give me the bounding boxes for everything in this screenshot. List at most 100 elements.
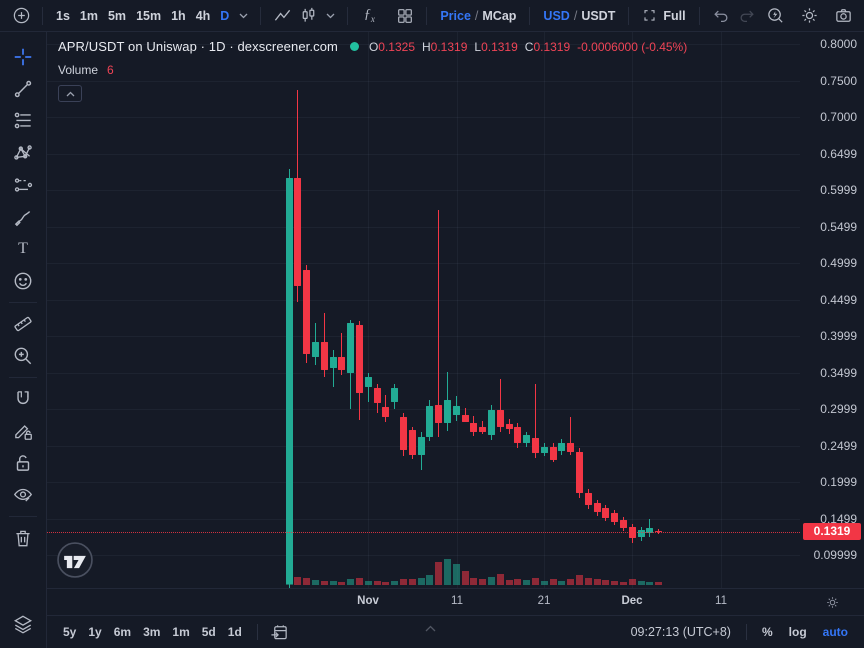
price-axis-label: 0.5999 [820,183,857,198]
volume-legend: Volume 6 [58,63,114,77]
timeframe-5m[interactable]: 5m [107,8,127,23]
emoji-tool-button[interactable] [7,265,39,297]
top-toolbar: 1s 1m 5m 15m 1h 4h D [0,0,864,32]
undo-button[interactable] [708,3,734,29]
candle-body [470,422,478,432]
remove-drawings-button[interactable] [7,522,39,554]
toolbar-separator [260,6,262,25]
candle-body [584,492,592,505]
timeframe-4h[interactable]: 4h [195,8,211,23]
price-axis[interactable]: 0.8000 0.7500 0.7000 0.6499 0.5999 0.5499 0.49… [800,32,864,588]
range-1y-button[interactable]: 1y [88,625,102,639]
object-tree-button[interactable] [7,608,39,640]
candle-body [567,443,575,453]
measure-tool-button[interactable] [7,308,39,340]
chart-type-menu-button[interactable] [321,3,339,29]
fullscreen-brackets-icon [642,8,657,23]
fullscreen-label: Full [663,8,686,23]
add-symbol-button[interactable] [8,3,34,29]
candle-body [628,527,636,539]
layout-button[interactable] [392,3,418,29]
volume-bar [558,580,566,585]
show-panel-arrow-icon[interactable] [425,625,436,632]
price-mode-button[interactable]: Price [440,8,471,23]
snapshot-button[interactable] [830,3,856,29]
settings-button[interactable] [796,3,822,29]
tradingview-logo[interactable] [56,541,94,579]
chart-pane[interactable]: APR/USDT on Uniswap · 1D · dexscreener.c… [47,32,800,588]
range-6m-button[interactable]: 6m [113,625,132,639]
symbol-title[interactable]: APR/USDT on Uniswap · 1D · dexscreener.c… [58,39,338,54]
indicators-button[interactable]: ƒx [356,3,382,29]
fullscreen-button[interactable]: Full [637,4,690,28]
range-1m-button[interactable]: 1m [172,625,190,639]
h-gridline [47,117,800,118]
zoom-in-tool-button[interactable] [7,340,39,372]
volume-bar [399,579,407,585]
range-5d-button[interactable]: 5d [201,625,216,639]
redo-button[interactable] [734,3,760,29]
volume-bar [443,559,451,585]
trend-line-tool-button[interactable] [7,73,39,105]
magnet-mode-button[interactable] [7,383,39,415]
candle-body [285,177,293,585]
usdt-currency-button[interactable]: USDT [581,8,616,23]
range-3m-button[interactable]: 3m [143,625,161,639]
candle-body [593,503,601,512]
range-1d-button[interactable]: 1d [227,625,242,639]
price-axis-label: 0.7500 [820,73,857,88]
candle-wick [499,379,501,433]
auto-scale-button[interactable]: auto [822,625,848,639]
legend-collapse-button[interactable] [58,85,82,102]
range-5y-button[interactable]: 5y [63,625,77,639]
drawing-mode-lock-button[interactable] [7,415,39,447]
timeframe-1h[interactable]: 1h [171,8,186,23]
volume-bar [294,576,302,585]
usd-currency-button[interactable]: USD [543,8,570,23]
candle-wick [570,417,572,455]
brush-icon [12,206,34,228]
volume-label[interactable]: Volume [58,63,99,77]
clock-display[interactable]: 09:27:13 (UTC+8) [630,625,731,639]
xabcd-pattern-tool-button[interactable] [7,137,39,169]
percent-scale-button[interactable]: % [761,625,773,639]
volume-bar [487,576,495,585]
candle-body [558,443,566,452]
timeframe-1m[interactable]: 1m [79,8,98,23]
change-value: -0.0006000 (-0.45%) [577,39,688,54]
hide-drawings-button[interactable] [7,479,39,511]
timeframe-1d-active[interactable]: D [220,8,230,23]
timeframe-1s[interactable]: 1s [56,8,70,23]
lock-drawings-button[interactable] [7,447,39,479]
time-axis-label: Dec [621,595,643,607]
time-axis-label: 21 [537,595,551,607]
h-gridline [47,336,800,338]
axis-settings-gear-icon[interactable] [825,595,840,610]
crosshair-tool-button[interactable] [7,41,39,73]
price-axis-label: 0.5499 [820,219,857,234]
volume-bar [549,579,557,585]
text-tool-button[interactable]: T [7,233,39,265]
quick-search-button[interactable] [762,3,788,29]
timeframe-15m[interactable]: 15m [136,8,162,23]
toolbar-separator [628,6,630,25]
candle-wick [438,209,440,437]
timeframe-menu-button[interactable] [234,3,252,29]
log-scale-button[interactable]: log [788,625,807,639]
brush-tool-button[interactable] [7,201,39,233]
candle-body [417,436,425,455]
volume-bar [303,577,311,585]
line-chart-type-button[interactable] [269,3,295,29]
volume-bar [531,577,539,585]
candles-chart-type-button[interactable] [295,3,321,29]
go-to-date-button[interactable] [267,619,293,645]
mcap-mode-button[interactable]: MCap [482,8,517,23]
volume-bar [338,581,346,586]
ruler-icon [12,313,34,335]
fib-retracement-tool-button[interactable] [7,105,39,137]
projection-tool-button[interactable] [7,169,39,201]
xabcd-pattern-icon [12,142,34,164]
time-axis[interactable]: Nov 11 21 Dec 11 [47,588,800,615]
candle-wick [658,528,660,534]
volume-bar [619,581,627,586]
